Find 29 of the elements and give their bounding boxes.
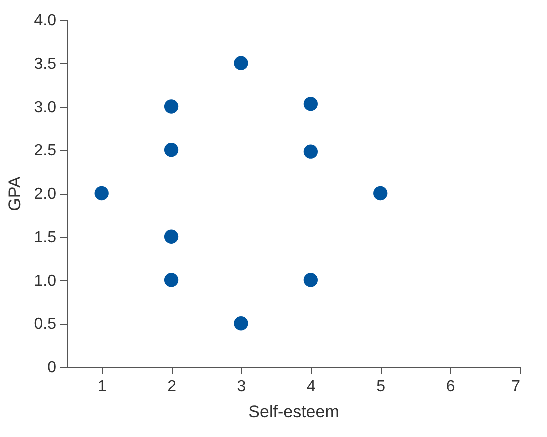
y-tick-label: 0.5: [34, 316, 57, 334]
y-tick-label: 4.0: [34, 12, 57, 30]
x-tick-label: 6: [446, 378, 456, 396]
point: [164, 273, 179, 288]
x-tick-label: 5: [376, 378, 386, 396]
point: [94, 186, 109, 201]
x-tick-label: 2: [168, 378, 177, 396]
y-tick-label: 3.0: [34, 99, 57, 116]
point: [304, 97, 318, 112]
y-tick-label: 2.5: [34, 142, 57, 160]
point: [234, 56, 248, 70]
y-tick-label: 2.0: [34, 186, 57, 203]
y-tick-label: 1.0: [34, 272, 57, 290]
y-axis-title: GPA: [5, 176, 24, 212]
x-tick-label: 4: [306, 378, 316, 396]
point: [374, 186, 388, 201]
point: [234, 316, 248, 331]
y-tick-label: 3.5: [34, 56, 57, 73]
y-tick-label: 0: [48, 360, 57, 376]
point: [164, 143, 179, 158]
x-axis-title: Self-esteem: [248, 402, 340, 422]
x-tick-label: 3: [237, 378, 246, 396]
point: [304, 273, 318, 288]
x-tick-label: 1: [98, 378, 107, 396]
point: [164, 230, 179, 244]
y-tick-label: 1.5: [34, 229, 57, 246]
point: [304, 144, 318, 159]
point: [164, 100, 179, 114]
x-tick-label: 7: [512, 378, 521, 396]
